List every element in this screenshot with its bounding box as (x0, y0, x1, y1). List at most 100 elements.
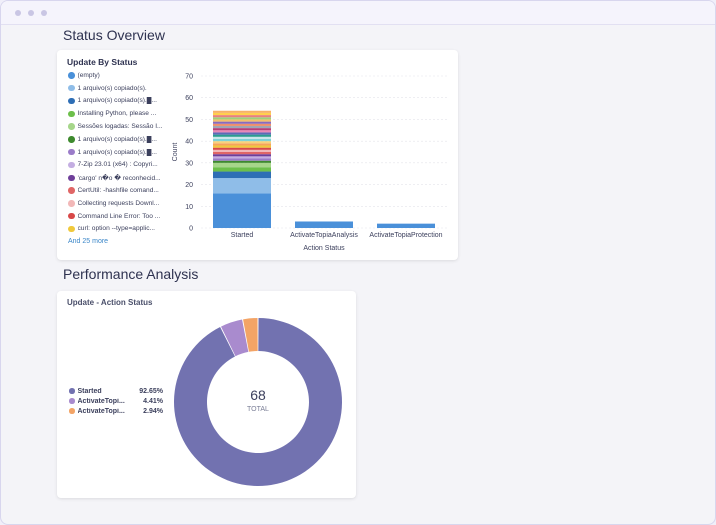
y-tick-label: 40 (185, 139, 193, 146)
donut-legend-item[interactable]: ActivateTopi... 2.94% (69, 406, 163, 416)
bar-segment[interactable] (213, 158, 271, 161)
bar-segment[interactable] (213, 154, 271, 157)
bar-segment[interactable] (213, 145, 271, 148)
legend-dot-icon (68, 123, 75, 130)
bar-segment[interactable] (377, 223, 435, 228)
legend-item[interactable]: 1 arquivo(s) copiado(s).█... (68, 133, 176, 146)
bar-segment[interactable] (213, 112, 271, 116)
window-dot-icon[interactable] (41, 10, 47, 16)
legend-item[interactable]: Collecting requests Downl... (68, 197, 176, 210)
performance-analysis-title: Performance Analysis (63, 266, 199, 282)
donut-center-value: 68 (250, 387, 266, 403)
card-title: Update - Action Status (67, 298, 153, 307)
y-tick-label: 30 (185, 160, 193, 167)
bar-segment[interactable] (213, 149, 271, 152)
legend-dot-icon (68, 110, 75, 118)
legend-item[interactable]: (empty) (68, 69, 176, 82)
legend-dot-icon (69, 388, 75, 394)
donut-center-label: TOTAL (247, 406, 269, 413)
bar-segment[interactable] (213, 138, 271, 142)
donut-legend-item[interactable]: Started 92.65% (69, 386, 163, 396)
legend-item[interactable]: 7-Zip 23.01 (x64) : Copyri... (68, 159, 176, 172)
bar-chart: 0 10 20 30 40 50 60 70 Started ActivateTopiaAnaly… (172, 74, 447, 252)
bar-segment[interactable] (213, 115, 271, 118)
legend-item[interactable]: 1 arquivo(s) copiado(s).█... (68, 146, 176, 159)
y-tick-label: 50 (185, 117, 193, 124)
donut-legend: Started 92.65% ActivateTopi... 4.41% Activat… (69, 386, 163, 416)
legend-dot-icon (68, 174, 75, 182)
legend-item[interactable]: curl: option --type=applic... (68, 223, 176, 236)
legend-dot-icon (68, 200, 75, 207)
bar-segment[interactable] (213, 128, 271, 131)
bar-segment[interactable] (213, 130, 271, 133)
legend-dot-icon (68, 225, 75, 233)
legend-dot-icon (68, 97, 75, 105)
donut-legend-value: 92.65% (139, 387, 163, 395)
window-dot-icon[interactable] (28, 10, 34, 16)
donut-legend-value: 2.94% (143, 407, 163, 415)
legend-dot-icon (68, 136, 75, 143)
window-dot-icon[interactable] (15, 10, 21, 16)
legend-dot-icon (68, 72, 75, 79)
x-tick-label: ActivateTopiaAnalysis (290, 232, 358, 239)
bar-segment[interactable] (213, 156, 271, 159)
y-tick-label: 20 (185, 182, 193, 189)
donut-legend-item[interactable]: ActivateTopi... 4.41% (69, 396, 163, 406)
bar-segment[interactable] (213, 171, 271, 179)
x-axis-label: Action Status (303, 245, 345, 252)
status-overview-title: Status Overview (63, 27, 165, 43)
legend-item[interactable]: 1 arquivo(s) copiado(s).█... (68, 95, 176, 108)
window-titlebar (1, 1, 715, 25)
legend-dot-icon (68, 187, 75, 194)
update-by-status-card: Update By Status (empty) 1 arquivo(s) cop… (57, 50, 458, 260)
legend-dot-icon (68, 212, 75, 220)
card-title: Update By Status (67, 57, 138, 67)
bar-segment[interactable] (213, 178, 271, 194)
legend-item[interactable]: Command Line Error: Too ... (68, 210, 176, 223)
legend-item[interactable]: Installing Python, please ... (68, 107, 176, 120)
action-status-card: Update - Action Status Started 92.65% Acti… (57, 291, 356, 498)
bar-segment[interactable] (213, 121, 271, 124)
legend-item[interactable]: 'cargo' n�o � reconhecid... (68, 171, 176, 184)
legend-dot-icon (69, 398, 75, 404)
y-tick-label: 60 (185, 95, 193, 102)
bar-segment[interactable] (213, 119, 271, 122)
y-tick-label: 10 (185, 204, 193, 211)
bar-segment[interactable] (213, 141, 271, 144)
legend-dot-icon (68, 84, 75, 92)
bar-legend: (empty) 1 arquivo(s) copiado(s). 1 arquivo… (68, 69, 176, 245)
bar-segment[interactable] (213, 110, 271, 113)
bar-segment[interactable] (213, 147, 271, 150)
bar-segment[interactable] (213, 117, 271, 120)
x-tick-label: Started (231, 232, 254, 239)
bar-segment[interactable] (213, 193, 271, 228)
donut-legend-value: 4.41% (143, 397, 163, 405)
legend-dot-icon (68, 161, 75, 169)
bar-segment[interactable] (213, 160, 271, 163)
donut-chart: 68 TOTAL (174, 318, 343, 486)
y-tick-label: 70 (185, 74, 193, 81)
bar-segment[interactable] (295, 221, 353, 228)
legend-dot-icon (69, 408, 75, 414)
bar-segment[interactable] (213, 136, 271, 139)
bar-segment[interactable] (213, 134, 271, 137)
legend-dot-icon (68, 148, 75, 156)
y-axis-label: Count (172, 143, 179, 162)
legend-item[interactable]: Sessões logadas: Sessão I... (68, 120, 176, 133)
donut-slice[interactable] (243, 318, 258, 352)
bar-segment[interactable] (213, 123, 271, 126)
legend-item[interactable]: 1 arquivo(s) copiado(s). (68, 82, 176, 95)
legend-item[interactable]: CertUtil: -hashfile comand... (68, 184, 176, 197)
bar-segment[interactable] (213, 167, 271, 172)
bar-segment[interactable] (213, 132, 271, 135)
x-tick-label: ActivateTopiaProtection (369, 232, 442, 239)
and-more-link[interactable]: And 25 more (68, 238, 109, 246)
y-tick-label: 0 (189, 226, 193, 233)
bar-segment[interactable] (213, 152, 271, 155)
bar-segment[interactable] (213, 162, 271, 168)
donut-slice[interactable] (174, 318, 343, 486)
donut-slice[interactable] (221, 319, 249, 357)
bar-segment[interactable] (213, 143, 271, 146)
bar-segment[interactable] (213, 125, 271, 129)
